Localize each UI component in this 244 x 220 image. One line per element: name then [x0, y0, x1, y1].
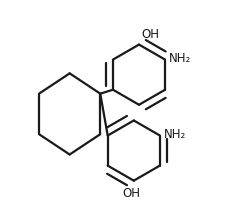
Text: OH: OH: [122, 187, 140, 200]
Text: OH: OH: [142, 28, 160, 41]
Text: NH₂: NH₂: [164, 128, 186, 141]
Text: NH₂: NH₂: [169, 52, 191, 65]
